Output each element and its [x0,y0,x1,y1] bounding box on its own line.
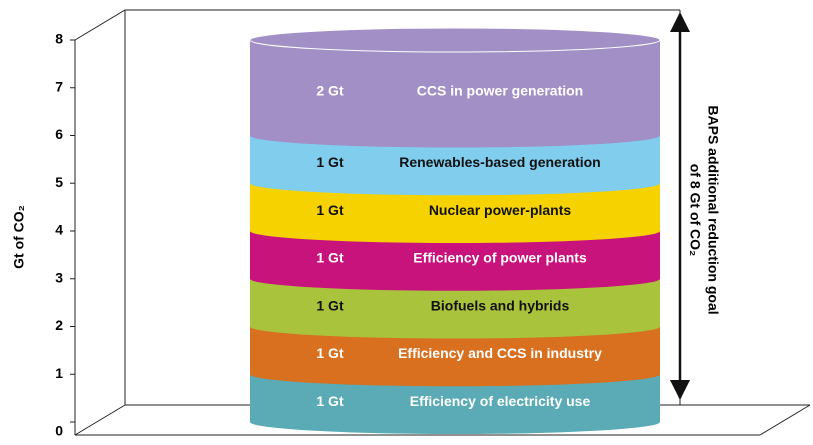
value-label: 1 Gt [316,202,344,218]
y-tick-label: 4 [55,222,63,238]
y-tick-label: 8 [55,31,63,47]
cylinder-segment [250,40,660,148]
y-tick-label: 7 [55,78,63,94]
value-label: 1 Gt [316,250,344,266]
annotation: of 8 Gt of CO₂ [687,164,703,257]
cylinder-segment [250,135,660,196]
value-label: 1 Gt [316,297,344,313]
cylinder-segment [250,326,660,387]
cylinder-segment [250,183,660,243]
value-label: 2 Gt [316,82,344,98]
segment-label: Biofuels and hybrids [431,297,570,313]
segment-label: CCS in power generation [417,82,583,98]
y-tick-label: 0 [55,423,63,439]
value-label: 1 Gt [316,154,344,170]
cylinder-segment [250,231,660,291]
cylinder-top [249,27,661,53]
y-tick-label: 3 [55,269,63,285]
value-label: 1 Gt [316,345,344,361]
cylinder-segment [250,374,660,434]
cylinder-segment [250,278,660,339]
y-tick-label: 1 [55,365,63,381]
value-label: 1 Gt [316,393,344,409]
segment-label: Efficiency of power plants [413,250,587,266]
y-tick-label: 5 [55,174,63,190]
annotation: BAPS additional reduction goal [705,105,721,314]
segment-label: Nuclear power-plants [429,202,572,218]
y-tick-label: 2 [55,317,63,333]
segment-label: Efficiency of electricity use [410,393,591,409]
segment-label: Renewables-based generation [399,154,601,170]
y-axis-label: Gt of CO₂ [11,205,27,269]
segment-label: Efficiency and CCS in industry [398,345,602,361]
y-tick-label: 6 [55,126,63,142]
